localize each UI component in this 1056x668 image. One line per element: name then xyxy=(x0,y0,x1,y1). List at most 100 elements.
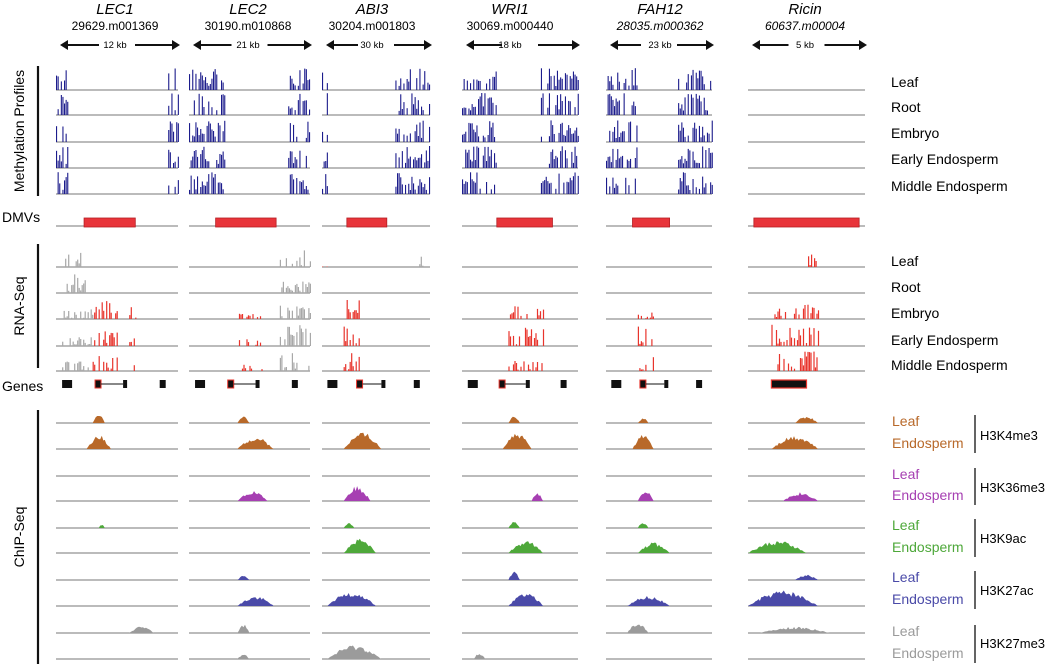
gene-id: 30204.m001803 xyxy=(329,19,416,33)
rna-bar xyxy=(640,369,642,371)
methylation-bar xyxy=(470,123,472,142)
methylation-bar xyxy=(555,105,557,115)
methylation-bar xyxy=(176,122,178,142)
methylation-bar xyxy=(553,134,555,142)
rna-bar xyxy=(94,364,96,371)
methylation-bar xyxy=(201,133,203,142)
methylation-bar xyxy=(474,182,476,194)
rna-bar xyxy=(514,306,516,319)
rna-bar xyxy=(282,281,284,293)
methylation-bar xyxy=(494,76,496,90)
chip-peak xyxy=(531,493,544,501)
methylation-bar xyxy=(305,137,307,142)
rna-bar xyxy=(808,352,811,371)
methylation-bar xyxy=(490,97,492,115)
rna-bar xyxy=(83,283,85,293)
methylation-bar xyxy=(322,131,324,142)
chip-peak xyxy=(343,538,376,553)
methylation-bar xyxy=(682,163,684,168)
rna-bar xyxy=(92,361,94,371)
rna-bar xyxy=(529,369,531,371)
rna-bar xyxy=(303,309,305,319)
methylation-bar xyxy=(609,186,611,194)
gene-exon xyxy=(413,380,420,388)
mark-label: H3K36me3 xyxy=(980,480,1045,495)
methylation-bar xyxy=(422,187,424,194)
methylation-bar xyxy=(193,179,195,194)
methylation-bar xyxy=(684,158,686,168)
methylation-bar xyxy=(617,101,619,115)
methylation-bar xyxy=(189,74,191,90)
methylation-bar xyxy=(221,154,223,168)
rna-bar xyxy=(293,335,295,346)
methylation-bar xyxy=(495,105,497,115)
methylation-bar xyxy=(398,173,400,194)
methylation-bar xyxy=(614,187,616,194)
rnaseq-section-label: RNA-Seq xyxy=(11,276,27,335)
methylation-bar xyxy=(470,110,472,115)
rna-bar xyxy=(116,332,118,346)
rna-bar xyxy=(793,368,796,371)
methylation-bar xyxy=(397,173,399,194)
methylation-bar xyxy=(195,122,197,142)
methylation-bar xyxy=(569,177,571,194)
methylation-bar xyxy=(395,80,397,90)
methylation-bar xyxy=(702,176,704,194)
methylation-bar xyxy=(614,106,616,115)
rna-bar xyxy=(351,353,353,371)
methylation-bar xyxy=(429,84,431,90)
scale-arrow-head xyxy=(172,40,180,50)
methylation-bar xyxy=(214,69,216,90)
rna-bar xyxy=(813,328,815,346)
methylation-bar xyxy=(706,110,708,115)
methylation-bar xyxy=(697,78,699,90)
rna-bar xyxy=(527,336,530,346)
methylation-bar xyxy=(558,79,560,90)
methylation-bar xyxy=(425,189,427,194)
methylation-bar xyxy=(572,162,574,168)
rna-bar xyxy=(249,365,251,371)
methylation-bar xyxy=(427,82,429,90)
methylation-bar xyxy=(326,83,328,90)
methylation-bar xyxy=(558,173,560,194)
methylation-bar xyxy=(168,73,170,90)
rna-bar xyxy=(281,355,283,371)
rna-bar xyxy=(252,314,254,319)
methylation-bar xyxy=(201,150,203,168)
methylation-bar xyxy=(478,99,480,115)
rna-bar xyxy=(290,334,292,346)
methylation-bar xyxy=(414,131,416,142)
methylation-bar xyxy=(471,123,473,142)
chip-peak xyxy=(637,418,649,423)
rna-bar xyxy=(651,339,653,346)
rna-bar xyxy=(645,328,647,346)
methylation-bar xyxy=(703,84,705,90)
methylation-bar xyxy=(213,177,215,194)
methylation-bar xyxy=(409,156,411,168)
rna-bar xyxy=(103,361,105,371)
methylation-bar xyxy=(400,78,402,90)
methylation-bar xyxy=(419,68,421,90)
methylation-bar xyxy=(678,159,680,168)
methylation-bar xyxy=(465,131,467,142)
rna-bar xyxy=(346,328,348,346)
methylation-bar xyxy=(568,182,570,194)
rna-bar xyxy=(74,274,76,293)
gene-headers: LEC1 29629.m001369 12 kb LEC2 30190.m010… xyxy=(72,1,846,51)
methylation-bar xyxy=(474,106,476,115)
methylation-bar xyxy=(702,126,704,142)
scale-arrow-head xyxy=(193,40,201,50)
methylation-bar xyxy=(197,127,199,142)
rna-bar xyxy=(345,341,347,346)
methylation-bar xyxy=(636,125,638,142)
methylation-bar xyxy=(698,125,700,142)
methylation-bar xyxy=(216,160,218,168)
rna-bar xyxy=(279,259,281,267)
methylation-bar xyxy=(198,135,200,142)
methylation-bar xyxy=(224,159,226,168)
rna-bar xyxy=(509,314,512,319)
tissue-label: Embryo xyxy=(891,125,939,141)
methylation-bar xyxy=(219,125,221,142)
methylation-bar xyxy=(293,179,295,194)
methylation-bar xyxy=(422,84,424,90)
